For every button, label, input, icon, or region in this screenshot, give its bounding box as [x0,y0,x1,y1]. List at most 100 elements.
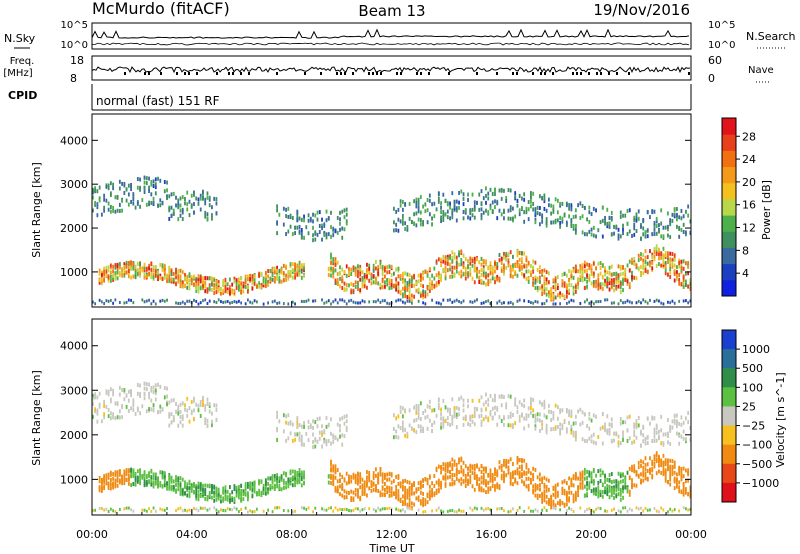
velocity-echo-965 [341,442,344,447]
velocity-echo-1427 [453,462,456,467]
power-echo-906 [327,266,330,271]
power-echo-985 [345,212,348,217]
velocity-echo-1541 [480,422,483,427]
power-echo-1529 [478,192,481,197]
power-echo-217 [143,185,146,190]
power-echo-371 [177,217,180,222]
power-echo-225 [143,275,146,280]
velocity-echo-274 [154,388,157,393]
power-colorbar-label-3: 16 [742,199,756,212]
power-echo-2205 [622,278,624,283]
power-echo-836 [298,260,301,265]
velocity-echo-1495 [469,468,472,473]
power-echo-2473 [682,229,685,234]
power-echo-2320 [649,263,651,268]
velocity-echo-753 [278,476,281,481]
velocity-echo-1660 [505,405,508,410]
velocity-echo-1898 [554,495,557,500]
velocity-echo-1843 [543,498,546,503]
power-echo-321 [166,196,168,201]
velocity-echo-611 [238,495,240,500]
velocity-echo-272 [154,383,157,388]
power-echo-295 [159,262,162,267]
velocity-echo-2340 [653,457,656,462]
power-echo-50 [105,273,108,278]
power-echo-1489 [469,216,472,221]
power-echo-1079 [375,280,377,285]
velocity-echo-1418 [451,508,454,512]
velocity-echo-496 [202,506,204,510]
power-echo-1909 [559,215,562,220]
velocity-echo-1922 [561,423,564,428]
power-echo-2021 [581,266,584,271]
power-echo-1657 [503,255,505,260]
power-echo-1947 [565,290,568,295]
velocity-echo-1734 [521,467,523,472]
velocity-echo-1444 [458,406,460,411]
power-echo-1880 [552,209,555,214]
velocity-echo-1027 [357,477,359,482]
velocity-echo-1050 [363,507,366,511]
power-echo-1328 [433,266,436,271]
velocity-echo-1561 [482,474,485,479]
velocity-echo-1971 [570,507,573,511]
power-echo-2395 [667,224,669,229]
power-echo-396 [181,217,184,222]
power-echo-1119 [386,278,389,283]
power-echo-2314 [649,215,651,220]
power-echo-1849 [543,302,546,306]
velocity-echo-1 [92,393,94,398]
power-echo-1209 [406,272,409,277]
power-echo-2421 [671,251,674,256]
power-echo-117 [118,300,121,304]
velocity-echo-2103 [601,490,604,495]
power-echo-2081 [595,284,597,289]
velocity-echo-157 [127,506,130,510]
power-echo-2290 [642,266,645,271]
velocity-echo-969 [341,493,344,498]
velocity-echo-542 [213,485,216,490]
velocity-echo-100 [116,401,119,406]
velocity-echo-2195 [619,510,622,514]
velocity-echo-315 [163,483,166,488]
power-echo-615 [238,299,240,303]
velocity-echo-1197 [404,498,407,503]
power-echo-2412 [669,270,672,275]
velocity-echo-2349 [655,459,658,464]
power-echo-1641 [500,266,503,271]
velocity-echo-869 [312,426,314,431]
power-echo-1402 [449,274,451,279]
power-echo-1359 [440,257,442,262]
velocity-echo-39 [103,474,106,479]
velocity-echo-1151 [395,495,398,500]
power-echo-1817 [539,212,541,217]
power-echo-1620 [496,201,499,206]
power-echo-1677 [509,208,512,213]
velocity-echo-784 [287,478,290,483]
power-echo-1610 [494,192,496,197]
power-echo-2358 [658,252,660,257]
power-echo-1 [92,187,94,192]
power-echo-2425 [673,212,676,217]
velocity-echo-261 [152,403,155,408]
power-echo-2008 [579,269,582,274]
power-echo-167 [130,266,132,271]
velocity-echo-2058 [590,489,593,494]
velocity-echo-2348 [655,451,658,456]
power-echo-942 [334,298,337,302]
power-echo-2199 [622,213,624,218]
power-echo-148 [127,183,130,188]
velocity-echo-697 [262,509,265,513]
power-echo-2461 [680,216,683,221]
velocity-echo-1028 [357,507,359,511]
power-echo-1868 [547,290,550,295]
velocity-echo-1324 [431,509,433,513]
power-echo-672 [253,299,256,303]
velocity-echo-581 [226,497,229,502]
power-echo-2132 [608,216,611,221]
velocity-echo-527 [211,411,213,416]
power-echo-1729 [518,266,521,271]
nsearch-label: N.Search [746,30,796,43]
velocity-echo-2198 [622,437,624,442]
power-echo-1521 [476,266,478,271]
